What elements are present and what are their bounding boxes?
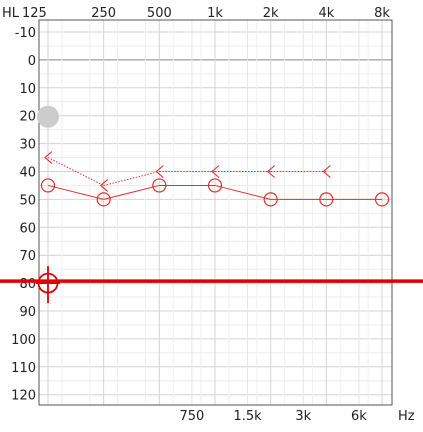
x-bottom-tick-label: 3k [295, 409, 311, 424]
series-1-point[interactable] [207, 178, 223, 193]
x-top-tick-label: 8k [374, 6, 390, 21]
axis-labels: HL 125 250 500 1k 2k 4k 8k-10010203040506070809… [2, 6, 415, 424]
series-1-segment [103, 184, 160, 200]
y-tick-label: 20 [19, 110, 36, 125]
x-top-tick-label: 500 [147, 6, 172, 21]
series-1-point[interactable] [40, 178, 56, 193]
y-tick-label: 100 [11, 333, 36, 348]
series-1-point[interactable] [152, 178, 167, 193]
series-1-point[interactable] [263, 192, 278, 207]
y-tick-label: 110 [11, 361, 36, 376]
y-tick-label: 50 [19, 193, 36, 208]
x-top-tick-label: 2k [263, 6, 279, 21]
series-1-point[interactable] [374, 192, 390, 207]
series-2-point[interactable] [211, 165, 220, 178]
x-top-tick-label: 250 [91, 6, 116, 21]
y-tick-label: 120 [11, 389, 36, 404]
x-bottom-tick-label: 1.5k [233, 409, 262, 424]
y-tick-label: 30 [19, 138, 36, 153]
series-1-point[interactable] [96, 192, 111, 207]
x-bottom-tick-label: 750 [179, 409, 204, 424]
y-axis-title: HL [2, 6, 20, 21]
series-1-segment [47, 184, 104, 200]
series-2-segment [47, 157, 104, 186]
y-tick-label: 70 [19, 249, 36, 264]
y-tick-label: 90 [19, 305, 36, 320]
y-tick-label: 0 [28, 54, 36, 69]
series-2-segment [103, 171, 160, 186]
series-1-segment [214, 184, 271, 200]
grid [39, 20, 392, 405]
plot-border [38, 19, 393, 406]
y-tick-label: -10 [15, 26, 36, 41]
x-bottom-tick-label: 6k [351, 409, 367, 424]
y-tick-label: 40 [19, 166, 36, 181]
series-layer [40, 151, 390, 207]
series-2-point[interactable] [99, 179, 109, 192]
hover-marker[interactable] [37, 105, 59, 128]
series-2-point[interactable] [266, 165, 276, 178]
y-tick-label: 10 [19, 82, 36, 97]
series-2-point[interactable] [44, 151, 53, 164]
series-2-point[interactable] [322, 165, 331, 178]
x-top-tick-label: 4k [318, 6, 334, 21]
plot-frame [38, 19, 393, 406]
overlay-layer[interactable] [0, 105, 423, 304]
x-top-tick-label: 1k [207, 6, 223, 21]
y-tick-label: 60 [19, 221, 36, 236]
x-axis-title: Hz [398, 409, 415, 424]
series-1-point[interactable] [319, 192, 334, 207]
x-top-tick-label: 125 [22, 6, 47, 21]
series-2-point[interactable] [155, 165, 164, 178]
